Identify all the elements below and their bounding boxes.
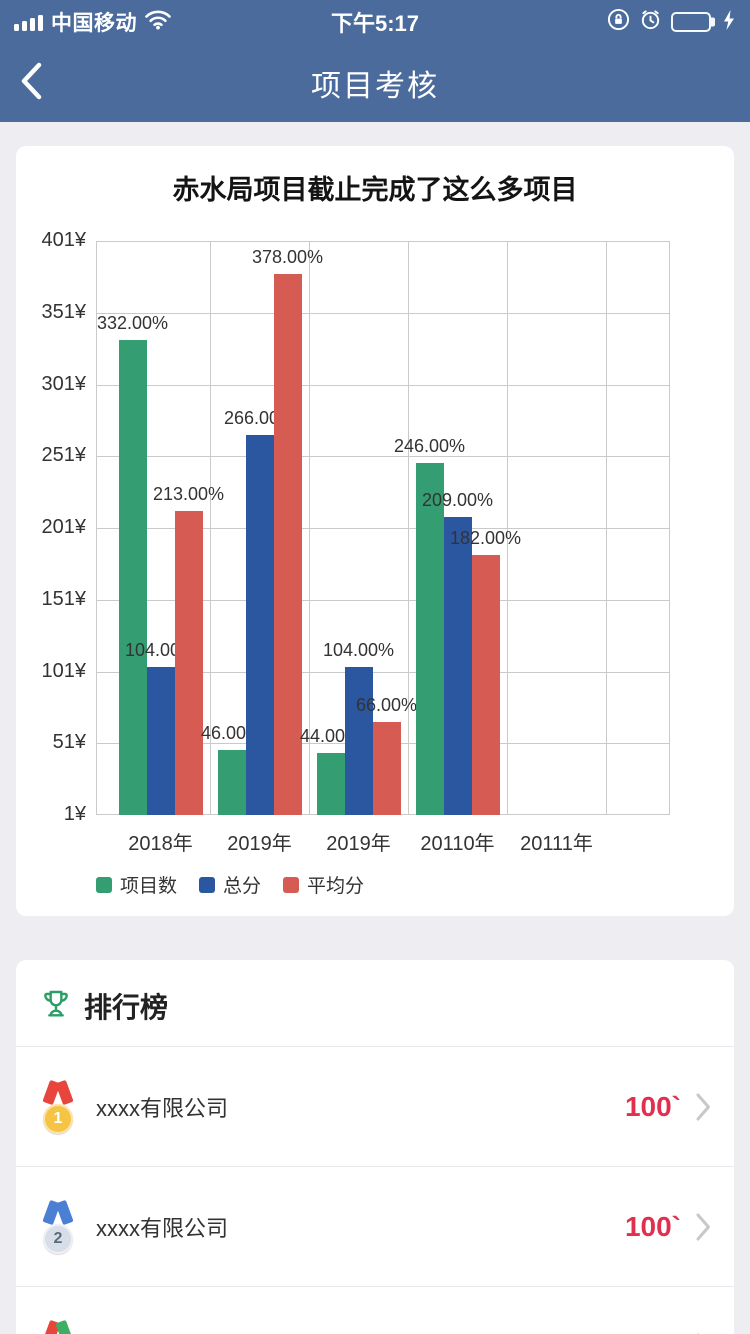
bar-value-label: 182.00% [449, 528, 522, 548]
rank-row[interactable]: 2 xxxx有限公司 100` [16, 1166, 734, 1286]
score-value: 100` [624, 1090, 681, 1122]
ranking-card: 排行榜 1 xxxx有限公司 100` 2 xxxx有限公司 100` 3 [16, 960, 734, 1334]
y-axis-label: 101¥ [41, 660, 87, 682]
battery-icon [671, 12, 715, 32]
legend-swatch [283, 876, 300, 893]
y-axis-label: 301¥ [41, 373, 87, 395]
company-name: xxxx有限公司 [96, 1215, 229, 1241]
legend-item: 总分 [199, 871, 261, 898]
orientation-lock-icon [607, 8, 630, 36]
chart-bar [174, 511, 203, 815]
y-axis-label: 401¥ [41, 229, 87, 251]
medal-ribbon-right [55, 1079, 74, 1105]
grid-line [96, 241, 670, 242]
chart-title: 赤水局项目截止完成了这么多项目 [172, 175, 578, 205]
chart-legend: 项目数 总分 平均分 [32, 871, 718, 898]
chevron-right-icon [695, 1212, 712, 1242]
grid-line [507, 241, 508, 815]
rank-row[interactable]: 3 [16, 1286, 734, 1334]
grid-line [96, 456, 670, 457]
bronze-medal-icon: 3 [38, 1319, 78, 1334]
cell-signal-icon [14, 14, 43, 31]
bar-value-label: 378.00% [251, 247, 324, 267]
grid-line [96, 600, 670, 601]
silver-medal-icon: 2 [38, 1199, 78, 1254]
score-value: 100` [624, 1210, 681, 1242]
ranking-header: 排行榜 [16, 960, 734, 1046]
chart-bar [146, 667, 175, 815]
chart-bar [415, 463, 444, 815]
chart-card: 赤水局项目截止完成了这么多项目 2018年 332.00% 104.00% 213.0… [16, 146, 734, 916]
x-axis-label: 2019年 [326, 833, 391, 855]
grid-line [408, 241, 409, 815]
status-bar: 中国移动 下午5:17 [0, 0, 750, 44]
company-name: xxxx有限公司 [96, 1095, 229, 1121]
medal-circle: 2 [43, 1223, 73, 1254]
chart-bar [443, 517, 472, 815]
wifi-icon [145, 10, 171, 35]
grid-line [669, 241, 670, 815]
grid-line [96, 313, 670, 314]
y-axis-label: 251¥ [41, 444, 87, 466]
bar-value-label: 209.00% [421, 490, 494, 510]
x-axis-label: 20110年 [420, 833, 495, 855]
legend-item: 平均分 [283, 871, 364, 898]
nav-bar: 项目考核 [0, 44, 750, 122]
chart-bar [118, 340, 147, 815]
x-axis-label: 2019年 [227, 833, 292, 855]
x-axis-label: 20111年 [520, 833, 593, 855]
legend-label: 平均分 [307, 876, 365, 897]
chart-bar [245, 435, 274, 815]
grid-line [96, 528, 670, 529]
grid-line [606, 241, 607, 815]
grid-line [309, 241, 310, 815]
gold-medal-icon: 1 [38, 1079, 78, 1134]
bar-value-label: 246.00% [393, 436, 466, 456]
y-axis-label: 51¥ [52, 731, 86, 753]
alarm-clock-icon [639, 8, 662, 36]
status-time: 下午5:17 [330, 11, 420, 36]
x-axis-label: 2018年 [128, 833, 193, 855]
page-title: 项目考核 [311, 70, 439, 103]
back-button[interactable] [18, 57, 64, 109]
y-axis-label: 151¥ [41, 588, 87, 610]
chevron-left-icon [18, 60, 44, 107]
legend-swatch [199, 876, 216, 893]
legend-label: 总分 [223, 876, 262, 897]
medal-ribbon-right [55, 1199, 74, 1225]
chart-bar [344, 667, 373, 815]
legend-label: 项目数 [120, 876, 178, 897]
trophy-icon [40, 988, 72, 1025]
grid-line [96, 385, 670, 386]
legend-item: 项目数 [96, 871, 177, 898]
grid-line [96, 672, 670, 673]
y-axis-label: 201¥ [41, 516, 87, 538]
medal-ribbon-right [55, 1319, 74, 1334]
grid-line [210, 241, 211, 815]
bar-value-label: 104.00% [322, 640, 395, 660]
y-axis-line [96, 241, 97, 815]
bar-value-label: 332.00% [96, 313, 169, 333]
chart-plot: 2018年 332.00% 104.00% 213.00% 2019年 46.00% 266… [96, 241, 670, 855]
chart-bar [217, 750, 246, 815]
rank-row[interactable]: 1 xxxx有限公司 100` [16, 1046, 734, 1166]
carrier-label: 中国移动 [51, 12, 137, 35]
y-axis-label: 1¥ [63, 803, 86, 825]
legend-swatch [96, 876, 112, 893]
chart-area: 2018年 332.00% 104.00% 213.00% 2019年 46.00% 266… [32, 229, 718, 857]
status-left: 中国移动 [14, 7, 171, 37]
y-axis-label: 351¥ [41, 301, 87, 323]
charging-bolt-icon [722, 9, 736, 36]
app-header: 中国移动 下午5:17 [0, 0, 750, 122]
bar-value-label: 213.00% [152, 484, 225, 504]
bar-value-label: 66.00% [355, 695, 418, 715]
chart-bar [372, 722, 401, 815]
medal-circle: 1 [43, 1103, 73, 1134]
chevron-right-icon [695, 1092, 712, 1122]
chart-bar [273, 274, 302, 815]
chart-bar [316, 753, 345, 815]
chart-bar [471, 555, 500, 815]
ranking-title: 排行榜 [84, 992, 169, 1023]
status-right [607, 8, 736, 36]
